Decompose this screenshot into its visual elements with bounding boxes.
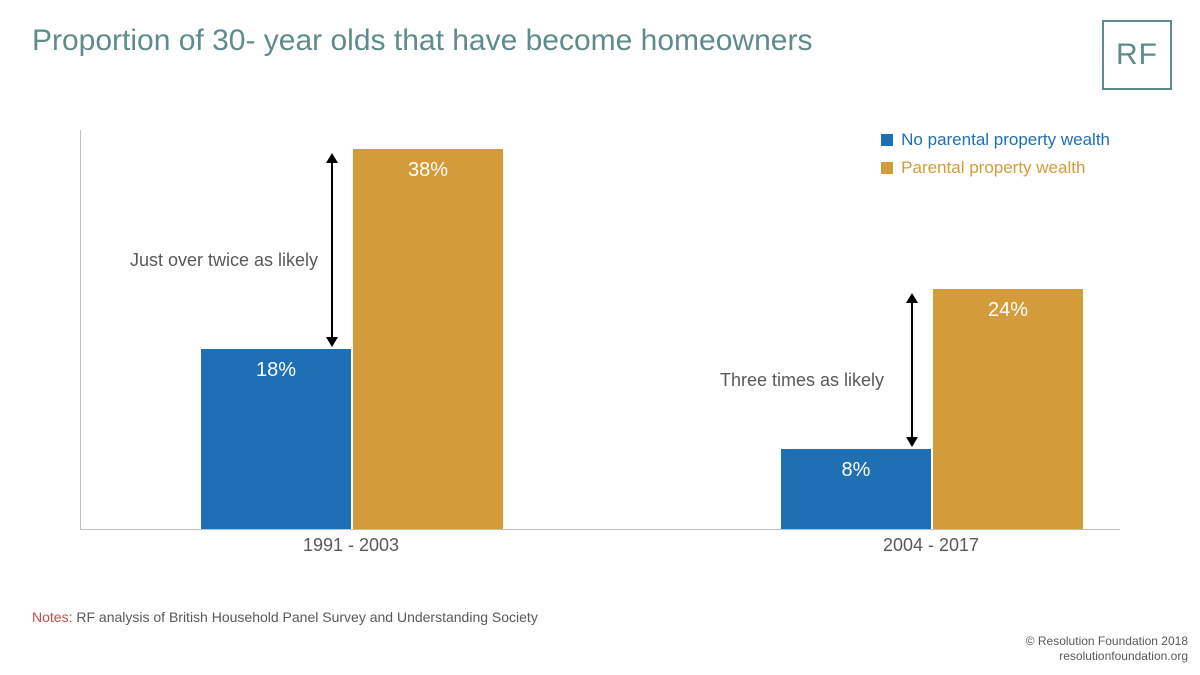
legend-swatch-icon <box>881 162 893 174</box>
bar-value-label: 24% <box>933 299 1083 322</box>
legend-swatch-icon <box>881 134 893 146</box>
arrow-head-up-icon <box>326 153 338 163</box>
credit-line2: resolutionfoundation.org <box>1026 649 1188 665</box>
bar: 18% <box>201 349 351 529</box>
arrow-head-down-icon <box>906 437 918 447</box>
notes-text: RF analysis of British Household Panel S… <box>76 609 537 625</box>
annotation-text: Three times as likely <box>720 370 884 391</box>
notes-label: Notes: <box>32 609 72 625</box>
bar: 38% <box>353 149 503 529</box>
category-label: 2004 - 2017 <box>780 535 1082 556</box>
annotation-arrow <box>331 155 333 345</box>
rf-logo: RF <box>1102 20 1172 90</box>
legend-label: Parental property wealth <box>901 158 1085 178</box>
bar-value-label: 38% <box>353 159 503 182</box>
bar-value-label: 8% <box>781 459 931 482</box>
annotation-text: Just over twice as likely <box>130 250 318 271</box>
arrow-head-down-icon <box>326 337 338 347</box>
category-label: 1991 - 2003 <box>200 535 502 556</box>
arrow-head-up-icon <box>906 293 918 303</box>
legend-item: Parental property wealth <box>881 158 1110 178</box>
bar: 8% <box>781 449 931 529</box>
credit-line1: © Resolution Foundation 2018 <box>1026 634 1188 650</box>
legend-item: No parental property wealth <box>881 130 1110 150</box>
bar: 24% <box>933 289 1083 529</box>
legend: No parental property wealth Parental prop… <box>881 130 1110 186</box>
bar-value-label: 18% <box>201 359 351 382</box>
credit: © Resolution Foundation 2018 resolutionf… <box>1026 634 1188 665</box>
bar-group: 8% 24% <box>781 289 1083 529</box>
annotation-arrow <box>911 295 913 445</box>
rf-logo-text: RF <box>1116 38 1158 72</box>
plot-area: 18% 38% 8% 24% <box>80 130 1120 530</box>
notes: Notes: RF analysis of British Household … <box>32 609 538 625</box>
slide: Proportion of 30- year olds that have be… <box>0 0 1200 675</box>
chart: 18% 38% 8% 24% No parental property wealth P… <box>80 130 1120 560</box>
legend-label: No parental property wealth <box>901 130 1110 150</box>
slide-title: Proportion of 30- year olds that have be… <box>32 24 812 58</box>
bar-group: 18% 38% <box>201 149 503 529</box>
